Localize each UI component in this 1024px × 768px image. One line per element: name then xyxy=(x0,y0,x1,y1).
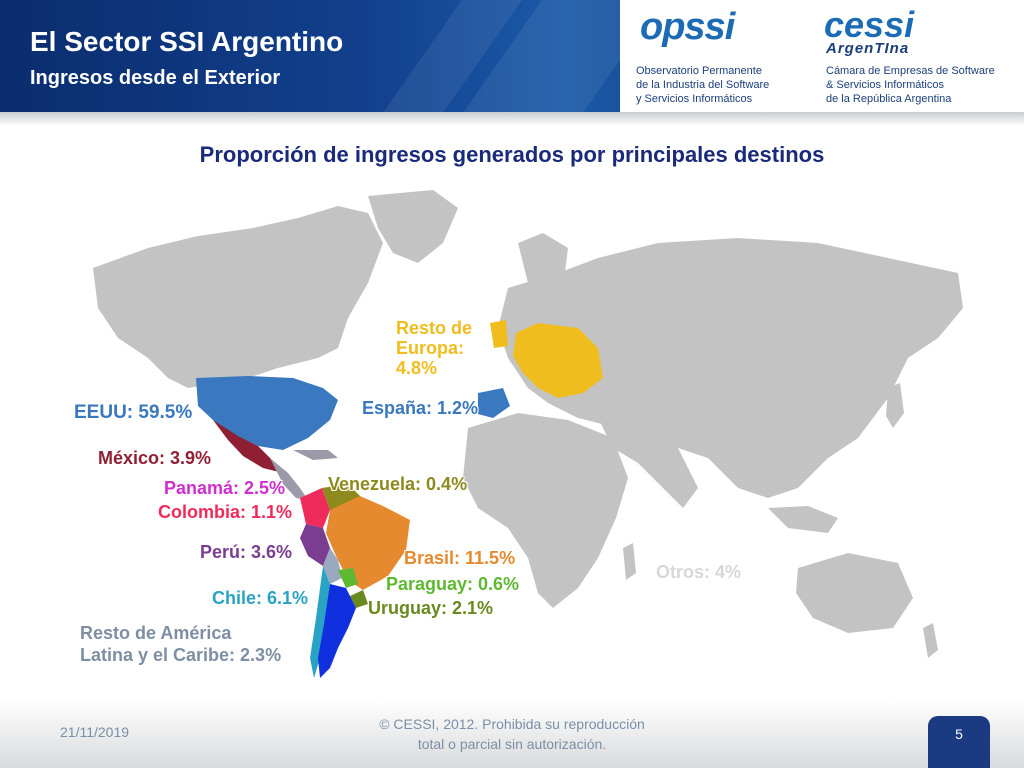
label-otros: Otros: 4% xyxy=(656,562,742,582)
north-america-landmass xyxy=(93,206,383,388)
label-brasil: Brasil: 11.5% xyxy=(404,548,516,568)
australia-landmass xyxy=(796,553,913,633)
footer-date: 21/11/2019 xyxy=(60,724,130,740)
map-title: Proporción de ingresos generados por pri… xyxy=(199,142,825,167)
label-peru: Perú: 3.6% xyxy=(200,542,293,562)
cessi-description: Cámara de Empresas de Software & Servici… xyxy=(826,65,995,105)
chile-region xyxy=(310,566,330,678)
label-venezuela: Venezuela: 0.4% xyxy=(328,474,468,494)
label-chile: Chile: 6.1% xyxy=(212,588,309,608)
opssi-description: Observatorio Permanente de la Industria … xyxy=(636,65,770,105)
label-mexico: México: 3.9% xyxy=(98,448,212,468)
colombia-region xyxy=(300,488,330,528)
label-panama: Panamá: 2.5% xyxy=(164,478,286,498)
caribbean-region xyxy=(293,450,338,460)
brazil-region xyxy=(326,496,410,590)
opssi-logo: opssi xyxy=(640,6,735,48)
slide-subtitle: Ingresos desde el Exterior xyxy=(30,67,281,89)
slide-title: El Sector SSI Argentino xyxy=(30,26,344,57)
uruguay-region xyxy=(350,590,368,608)
argentina-region xyxy=(318,584,356,678)
logos-panel xyxy=(620,0,1024,112)
header-shadow xyxy=(0,112,1024,126)
page-number: 5 xyxy=(955,726,963,742)
label-resto-america: Resto de América Latina y el Caribe: 2.3… xyxy=(80,623,282,665)
page-number-badge xyxy=(928,716,990,768)
paraguay-region xyxy=(338,568,358,588)
footer-copyright: © CESSI, 2012. Prohibida su reproducción… xyxy=(379,716,645,752)
new-zealand-landmass xyxy=(923,623,938,658)
label-colombia: Colombia: 1.1% xyxy=(158,502,293,522)
usa-region xyxy=(196,376,338,450)
madagascar-landmass xyxy=(623,543,636,580)
scandinavia-landmass xyxy=(518,233,568,298)
rest-of-europe-region xyxy=(513,323,603,398)
southeast-asia-islands xyxy=(768,506,838,533)
world-map-svg xyxy=(93,190,963,678)
middle-east-landmass xyxy=(598,418,698,508)
label-espana: España: 1.2% xyxy=(362,398,479,418)
uk-region xyxy=(490,320,508,348)
greenland-landmass xyxy=(368,190,458,263)
eurasia-landmass xyxy=(498,238,963,498)
label-eeuu: EEUU: 59.5% xyxy=(74,402,193,423)
spain-region xyxy=(478,388,510,418)
cessi-logo-subtitle: ArgenTIna xyxy=(826,40,910,57)
label-resto-europa: Resto de Europa: 4.8% xyxy=(396,318,473,378)
label-uruguay: Uruguay: 2.1% xyxy=(368,598,494,618)
cessi-logo: cessi xyxy=(824,4,915,45)
mexico-region xyxy=(213,420,283,473)
central-america-region xyxy=(270,458,308,500)
japan-landmass xyxy=(886,383,904,428)
label-paraguay: Paraguay: 0.6% xyxy=(386,574,520,594)
peru-region xyxy=(300,524,330,566)
africa-landmass xyxy=(463,413,628,608)
footer xyxy=(0,700,1024,768)
world-map: Resto de Europa: 4.8% España: 1.2% EEUU:… xyxy=(38,188,972,698)
bolivia-region xyxy=(323,548,342,584)
